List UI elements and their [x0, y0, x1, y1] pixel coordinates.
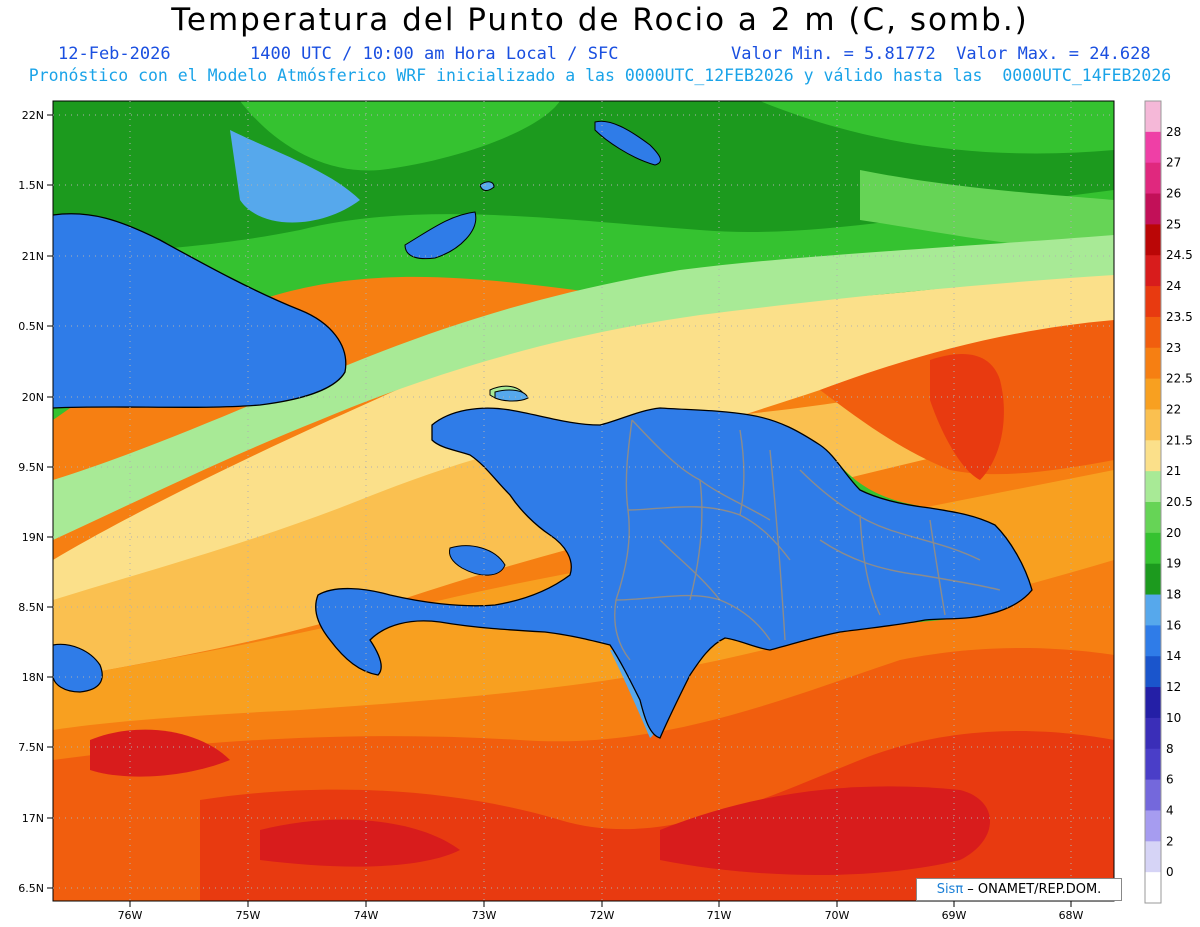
colorbar-swatch: [1145, 224, 1161, 256]
colorbar-swatch: [1145, 502, 1161, 534]
colorbar-label: 24.5: [1166, 248, 1193, 262]
colorbar-swatch: [1145, 347, 1161, 380]
colorbar-label: 20: [1166, 526, 1181, 540]
province-borders: [614, 419, 1001, 661]
lat-label: 20N: [22, 391, 44, 404]
axis-ticks: [47, 114, 1072, 907]
colorbar-label: 21: [1166, 464, 1181, 478]
colorbar-swatch: [1145, 378, 1161, 410]
lon-label: 68W: [1059, 909, 1084, 922]
latitude-labels: 22N 1.5N 21N 0.5N 20N 9.5N 19N 8.5N 18N …: [18, 109, 44, 895]
graticule: [53, 101, 1114, 901]
map-title: Temperatura del Punto de Rocio a 2 m (C,…: [171, 2, 1029, 38]
colorbar-swatch: [1145, 687, 1161, 719]
colorbar-label: 19: [1166, 557, 1181, 571]
lat-label: 22N: [22, 109, 44, 122]
colorbar: 2827262524.52423.52322.52221.52120.52019…: [1144, 100, 1193, 904]
colorbar-label: 20.5: [1166, 495, 1193, 509]
colorbar-label: 23: [1166, 341, 1181, 355]
colorbar-label: 25: [1166, 217, 1181, 231]
colorbar-label: 22.5: [1166, 372, 1193, 386]
colorbar-swatch: [1145, 255, 1161, 287]
lat-label: 17N: [22, 812, 44, 825]
dewpoint-field: [53, 101, 1114, 901]
colorbar-swatch: [1145, 625, 1161, 657]
lon-label: 71W: [707, 909, 732, 922]
colorbar-swatch: [1145, 779, 1161, 811]
colorbar-label: 12: [1166, 680, 1181, 694]
colorbar-label: 0: [1166, 865, 1174, 879]
longitude-labels: 76W 75W 74W 73W 72W 71W 70W 69W 68W: [118, 909, 1084, 922]
colorbar-swatch: [1145, 563, 1161, 596]
sispi-logo: Sisπ: [936, 882, 964, 897]
colorbar-swatch: [1145, 594, 1161, 626]
lat-label: 18N: [22, 671, 44, 684]
colorbar-label: 28: [1166, 125, 1181, 139]
lon-label: 73W: [472, 909, 497, 922]
lat-label: 7.5N: [18, 741, 44, 754]
colorbar-label: 16: [1166, 618, 1181, 632]
colorbar-label: 27: [1166, 156, 1181, 170]
lat-label: 6.5N: [18, 882, 44, 895]
colorbar-swatch: [1145, 748, 1161, 781]
credit-box: Sisπ – ONAMET/REP.DOM.: [916, 878, 1122, 901]
lon-label: 72W: [590, 909, 615, 922]
forecast-time: 1400 UTC / 10:00 am Hora Local / SFC: [250, 44, 619, 64]
colorbar-swatch: [1145, 101, 1161, 133]
lat-label: 19N: [22, 531, 44, 544]
colorbar-label: 10: [1166, 711, 1181, 725]
lon-label: 69W: [942, 909, 967, 922]
colorbar-swatch: [1145, 810, 1161, 842]
colorbar-swatch: [1145, 162, 1161, 195]
colorbar-label: 24: [1166, 279, 1181, 293]
colorbar-swatch: [1145, 471, 1161, 503]
lat-label: 1.5N: [18, 179, 44, 192]
colorbar-label: 18: [1166, 588, 1181, 602]
colorbar-label: 22: [1166, 402, 1181, 416]
forecast-date: 12-Feb-2026: [58, 44, 171, 64]
colorbar-swatch: [1145, 841, 1161, 873]
colorbar-label: 8: [1166, 742, 1174, 756]
lon-label: 75W: [236, 909, 261, 922]
colorbar-swatch: [1145, 717, 1161, 750]
value-min-max: Valor Min. = 5.81772 Valor Max. = 24.628: [731, 44, 1151, 64]
colorbar-label: 26: [1166, 187, 1181, 201]
colorbar-swatch: [1145, 193, 1161, 225]
colorbar-swatch: [1145, 286, 1161, 318]
colorbar-swatch: [1145, 532, 1161, 565]
lon-label: 74W: [354, 909, 379, 922]
lon-label: 76W: [118, 909, 143, 922]
lat-label: 9.5N: [18, 461, 44, 474]
colorbar-swatch: [1145, 440, 1161, 472]
colorbar-frame: [1144, 100, 1162, 904]
colorbar-label: 23.5: [1166, 310, 1193, 324]
lon-label: 70W: [825, 909, 850, 922]
colorbar-label: 21.5: [1166, 433, 1193, 447]
colorbar-swatch: [1145, 131, 1161, 164]
colorbar-swatch: [1145, 316, 1161, 349]
map-frame: [52, 100, 1115, 902]
lat-label: 0.5N: [18, 320, 44, 333]
colorbar-swatch: [1145, 409, 1161, 441]
colorbar-label: 6: [1166, 773, 1174, 787]
lat-label: 8.5N: [18, 601, 44, 614]
colorbar-label: 14: [1166, 649, 1181, 663]
model-description: Pronóstico con el Modelo Atmósferico WRF…: [28, 66, 1172, 85]
lat-label: 21N: [22, 250, 44, 263]
credit-text: – ONAMET/REP.DOM.: [963, 882, 1102, 897]
colorbar-label: 2: [1166, 834, 1174, 848]
colorbar-swatch: [1145, 656, 1161, 688]
colorbar-swatch: [1145, 872, 1161, 904]
colorbar-label: 4: [1166, 803, 1174, 817]
